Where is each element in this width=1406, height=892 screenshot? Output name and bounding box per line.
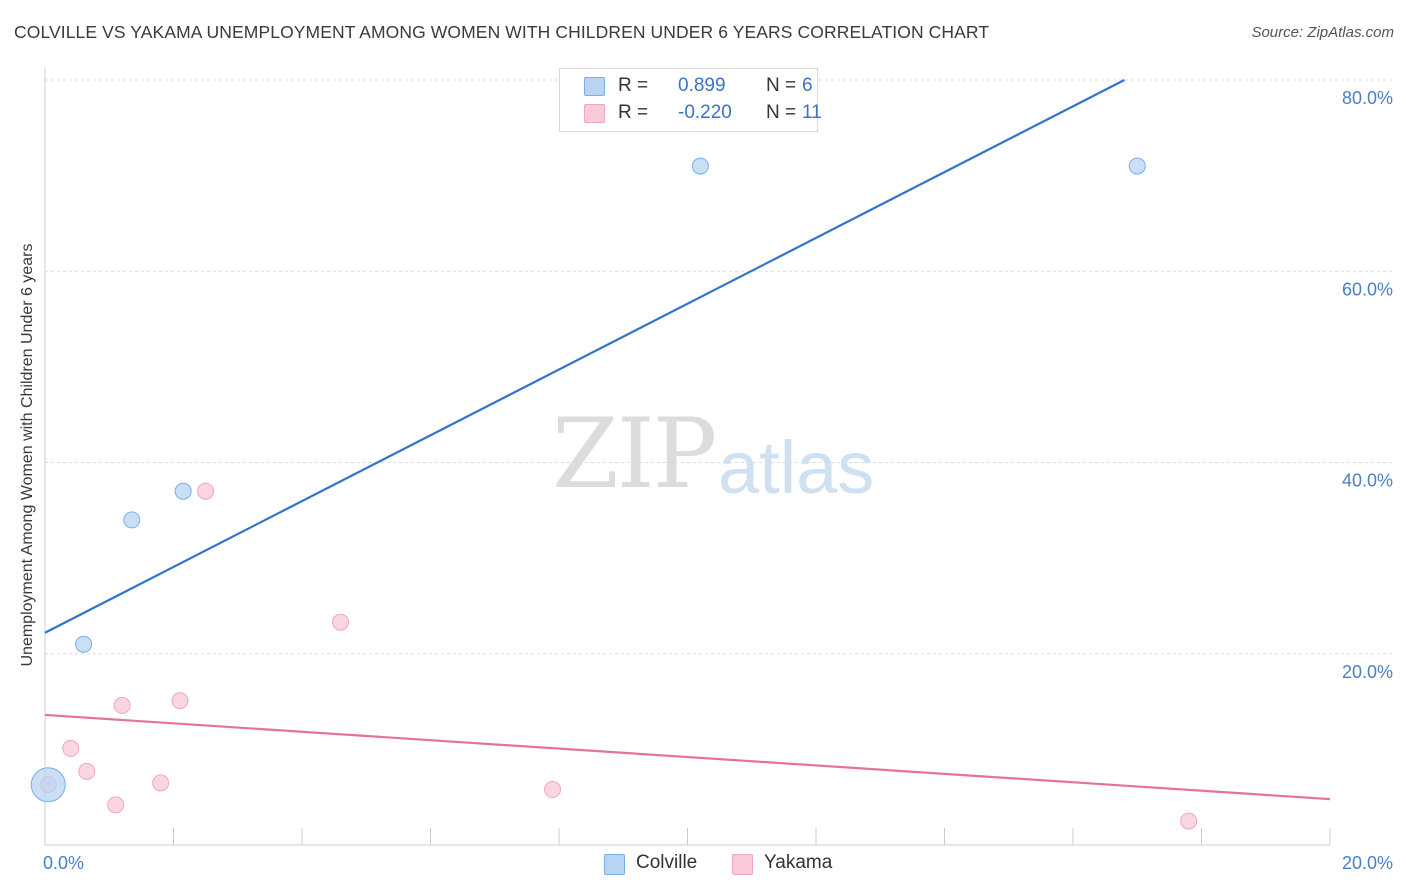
data-point-yakama — [1180, 812, 1198, 830]
data-point-colville — [691, 157, 709, 175]
correlation-legend: R = 0.899 N = 6 R = -0.220 N = 11 — [559, 68, 822, 132]
data-point-yakama — [544, 781, 562, 799]
trend-line-yakama — [44, 713, 1331, 801]
data-point-yakama — [332, 613, 350, 631]
data-point-yakama — [152, 774, 170, 792]
data-point-yakama — [78, 762, 96, 780]
watermark-atlas: atlas — [718, 426, 875, 509]
data-point-yakama — [197, 482, 215, 500]
data-point-yakama — [171, 692, 189, 710]
bottom-legend-swatch-colville — [604, 854, 625, 875]
y-tick-label: 60.0% — [1342, 279, 1393, 299]
trend-line-colville — [44, 79, 1125, 634]
bottom-legend-label-colville: Colville — [636, 852, 698, 873]
data-point-colville — [30, 767, 66, 803]
legend-r-label: R = — [618, 102, 649, 123]
legend-r-value: 0.899 — [678, 75, 726, 96]
legend-n-value: 11 — [802, 102, 822, 123]
watermark-zip: ZIP — [552, 398, 717, 510]
legend-r-value: -0.220 — [678, 102, 732, 123]
bottom-legend-swatch-yakama — [732, 854, 753, 875]
chart-title: COLVILLE VS YAKAMA UNEMPLOYMENT AMONG WO… — [14, 22, 990, 42]
legend-swatch-yakama — [584, 103, 605, 123]
data-point-yakama — [107, 796, 125, 814]
legend-n-value: 6 — [802, 75, 813, 96]
y-tick-label: 20.0% — [1342, 662, 1393, 682]
bottom-legend-label-yakama: Yakama — [764, 852, 833, 873]
data-point-colville — [1128, 157, 1146, 175]
y-tick-label: 80.0% — [1342, 88, 1393, 108]
data-point-colville — [75, 635, 93, 653]
x-tick-label: 0.0% — [43, 853, 84, 873]
legend-n-label: N = — [766, 102, 797, 123]
legend-r-label: R = — [618, 75, 649, 96]
legend-swatch-colville — [584, 76, 605, 96]
data-point-yakama — [113, 696, 131, 714]
source-label: Source: ZipAtlas.com — [1251, 24, 1394, 41]
x-tick-label: 20.0% — [1342, 853, 1393, 873]
y-tick-label: 40.0% — [1342, 471, 1393, 491]
data-point-colville — [123, 511, 141, 529]
data-point-yakama — [62, 739, 80, 757]
data-point-colville — [174, 482, 192, 500]
legend-n-label: N = — [766, 75, 797, 96]
